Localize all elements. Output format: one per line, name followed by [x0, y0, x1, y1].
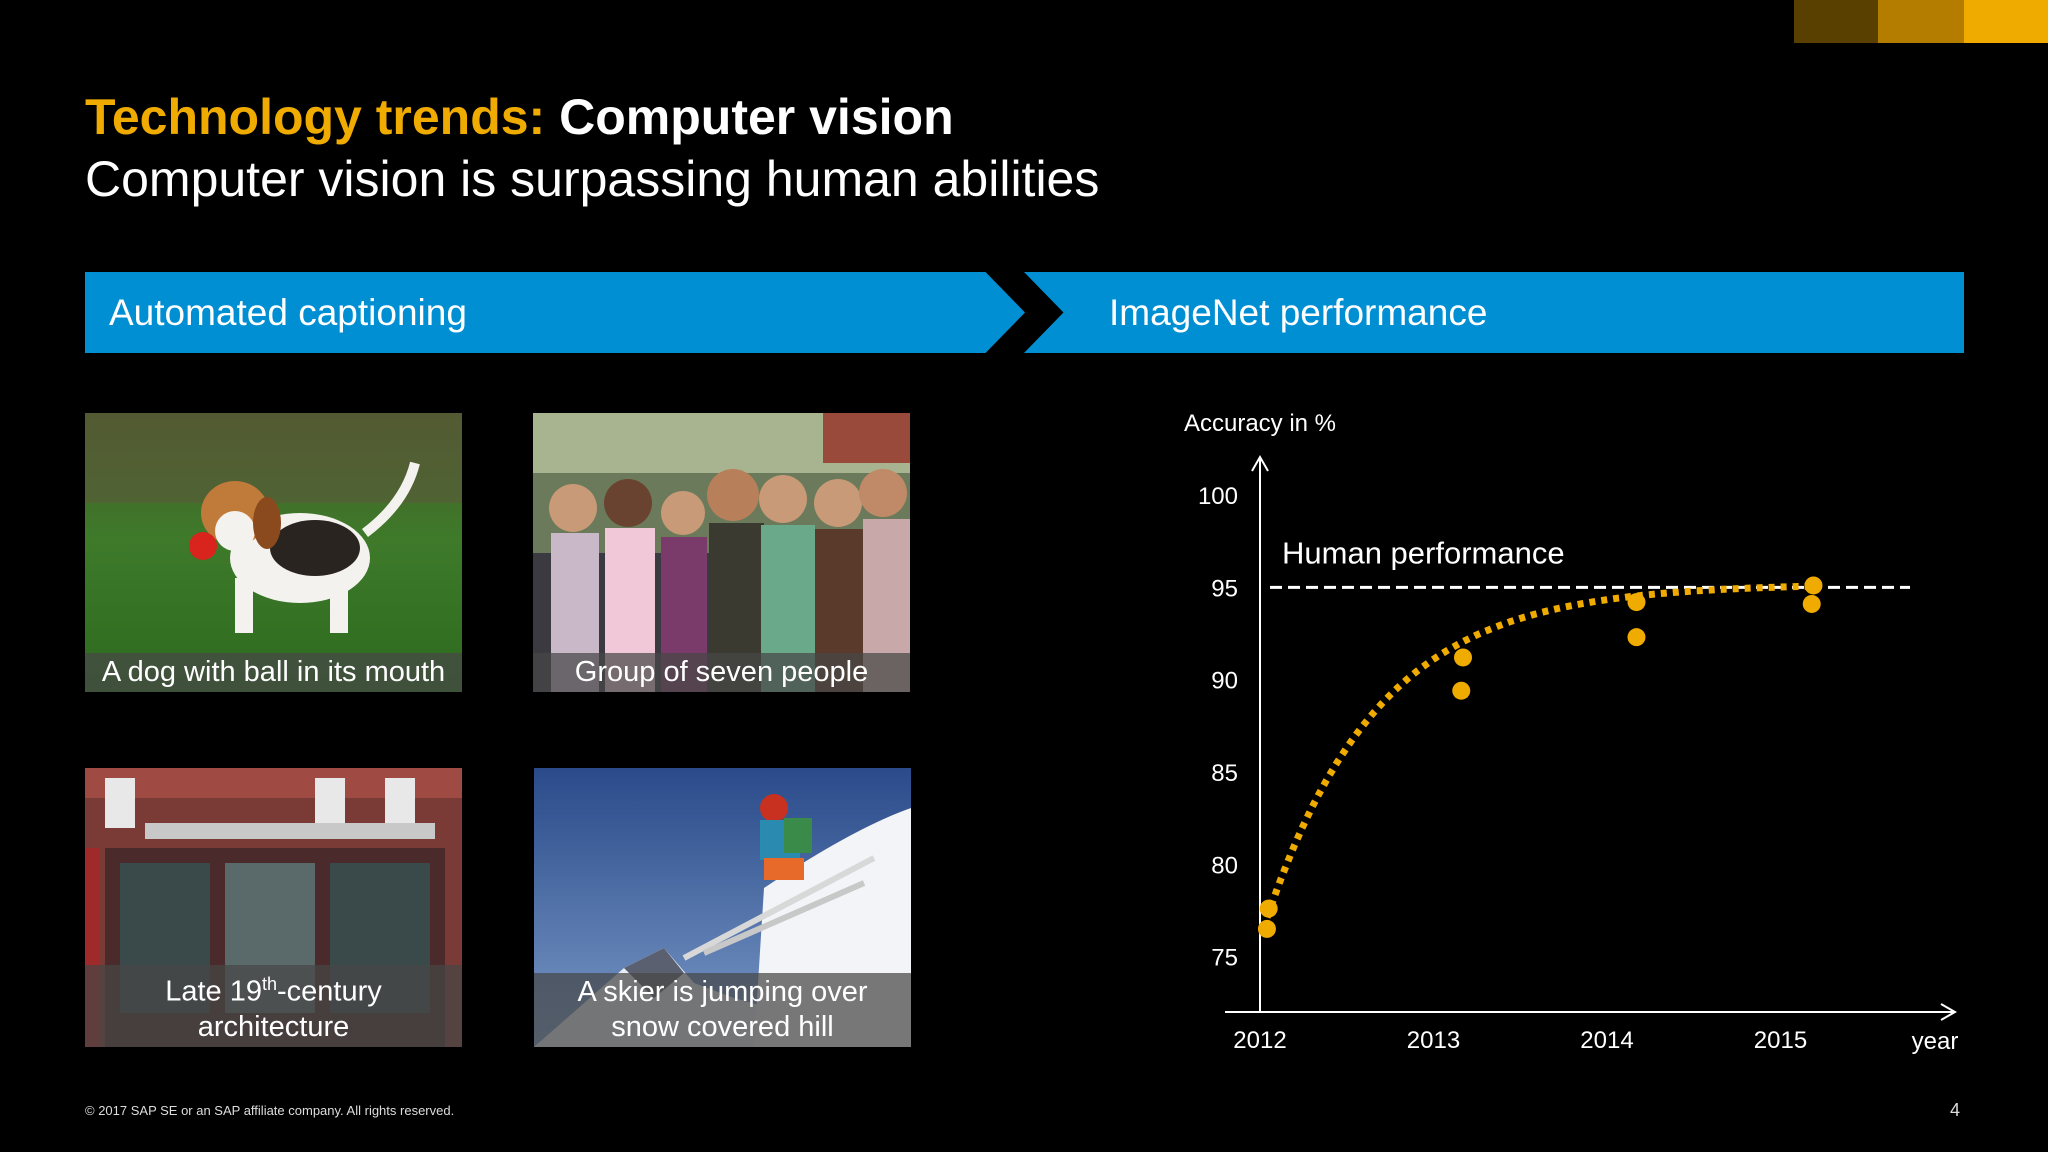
- banner-left-label: Automated captioning: [109, 292, 467, 333]
- y-tick-label: 90: [1211, 668, 1238, 695]
- data-point: [1259, 899, 1278, 918]
- banner-right: ImageNet performance: [1024, 272, 1964, 353]
- photo-architecture: Late 19th-century architecture: [85, 768, 462, 1047]
- caption-architecture: Late 19th-century architecture: [85, 965, 462, 1047]
- y-tick-label: 85: [1211, 760, 1238, 787]
- imagenet-chart: Accuracy in % year 75 80 85 90 95 100 2012 2013 20…: [1184, 410, 1959, 1055]
- banner-left: Automated captioning: [85, 272, 1025, 353]
- data-point: [1627, 593, 1646, 612]
- trend-curve: [1260, 582, 1816, 930]
- data-point: [1452, 681, 1471, 700]
- title-main: Computer vision: [559, 89, 954, 145]
- y-tick-label: 100: [1198, 483, 1238, 510]
- human-performance-label: Human performance: [1282, 535, 1565, 570]
- y-axis-label: Accuracy in %: [1184, 410, 1336, 437]
- photo-skier: A skier is jumping over snow covered hil…: [534, 768, 911, 1047]
- corner-block-dark: [1794, 0, 1878, 43]
- banner-right-label: ImageNet performance: [1109, 292, 1488, 333]
- y-axis-arrow: [1251, 454, 1269, 472]
- corner-block-mid: [1878, 0, 1964, 43]
- x-axis-label: year: [1912, 1028, 1959, 1055]
- x-tick-label: 2012: [1233, 1027, 1286, 1054]
- caption-architecture-post: -century: [277, 976, 382, 1008]
- data-point: [1627, 628, 1646, 647]
- x-tick-label: 2014: [1580, 1027, 1633, 1054]
- photo-dog: A dog with ball in its mouth: [85, 413, 462, 692]
- corner-block-accent: [1964, 0, 2048, 43]
- data-point: [1804, 576, 1823, 595]
- caption-skier-line2: snow covered hill: [611, 1011, 834, 1043]
- data-point: [1453, 648, 1472, 667]
- y-tick-label: 95: [1211, 575, 1238, 602]
- x-axis-arrow: [1940, 1003, 1958, 1021]
- caption-skier-line1: A skier is jumping over: [577, 976, 868, 1008]
- slide-subtitle: Computer vision is surpassing human abil…: [85, 151, 1100, 207]
- caption-group: Group of seven people: [533, 653, 910, 692]
- title-accent: Technology trends:: [85, 89, 546, 145]
- photo-group: Group of seven people: [533, 413, 910, 692]
- caption-skier: A skier is jumping over snow covered hil…: [534, 973, 911, 1047]
- caption-architecture-pre: Late 19: [165, 976, 262, 1008]
- data-point: [1257, 919, 1276, 938]
- page-number: 4: [1950, 1100, 1961, 1120]
- y-tick-label: 80: [1211, 852, 1238, 879]
- caption-architecture-line2: architecture: [197, 1011, 350, 1043]
- caption-dog: A dog with ball in its mouth: [85, 653, 462, 692]
- copyright-footer: © 2017 SAP SE or an SAP affiliate compan…: [85, 1103, 455, 1118]
- y-tick-label: 75: [1211, 945, 1238, 972]
- x-tick-label: 2015: [1754, 1027, 1807, 1054]
- slide-title: Technology trends: Computer vision: [85, 88, 954, 146]
- data-point: [1802, 594, 1821, 613]
- caption-architecture-sup: th: [261, 974, 277, 995]
- x-tick-label: 2013: [1407, 1027, 1460, 1054]
